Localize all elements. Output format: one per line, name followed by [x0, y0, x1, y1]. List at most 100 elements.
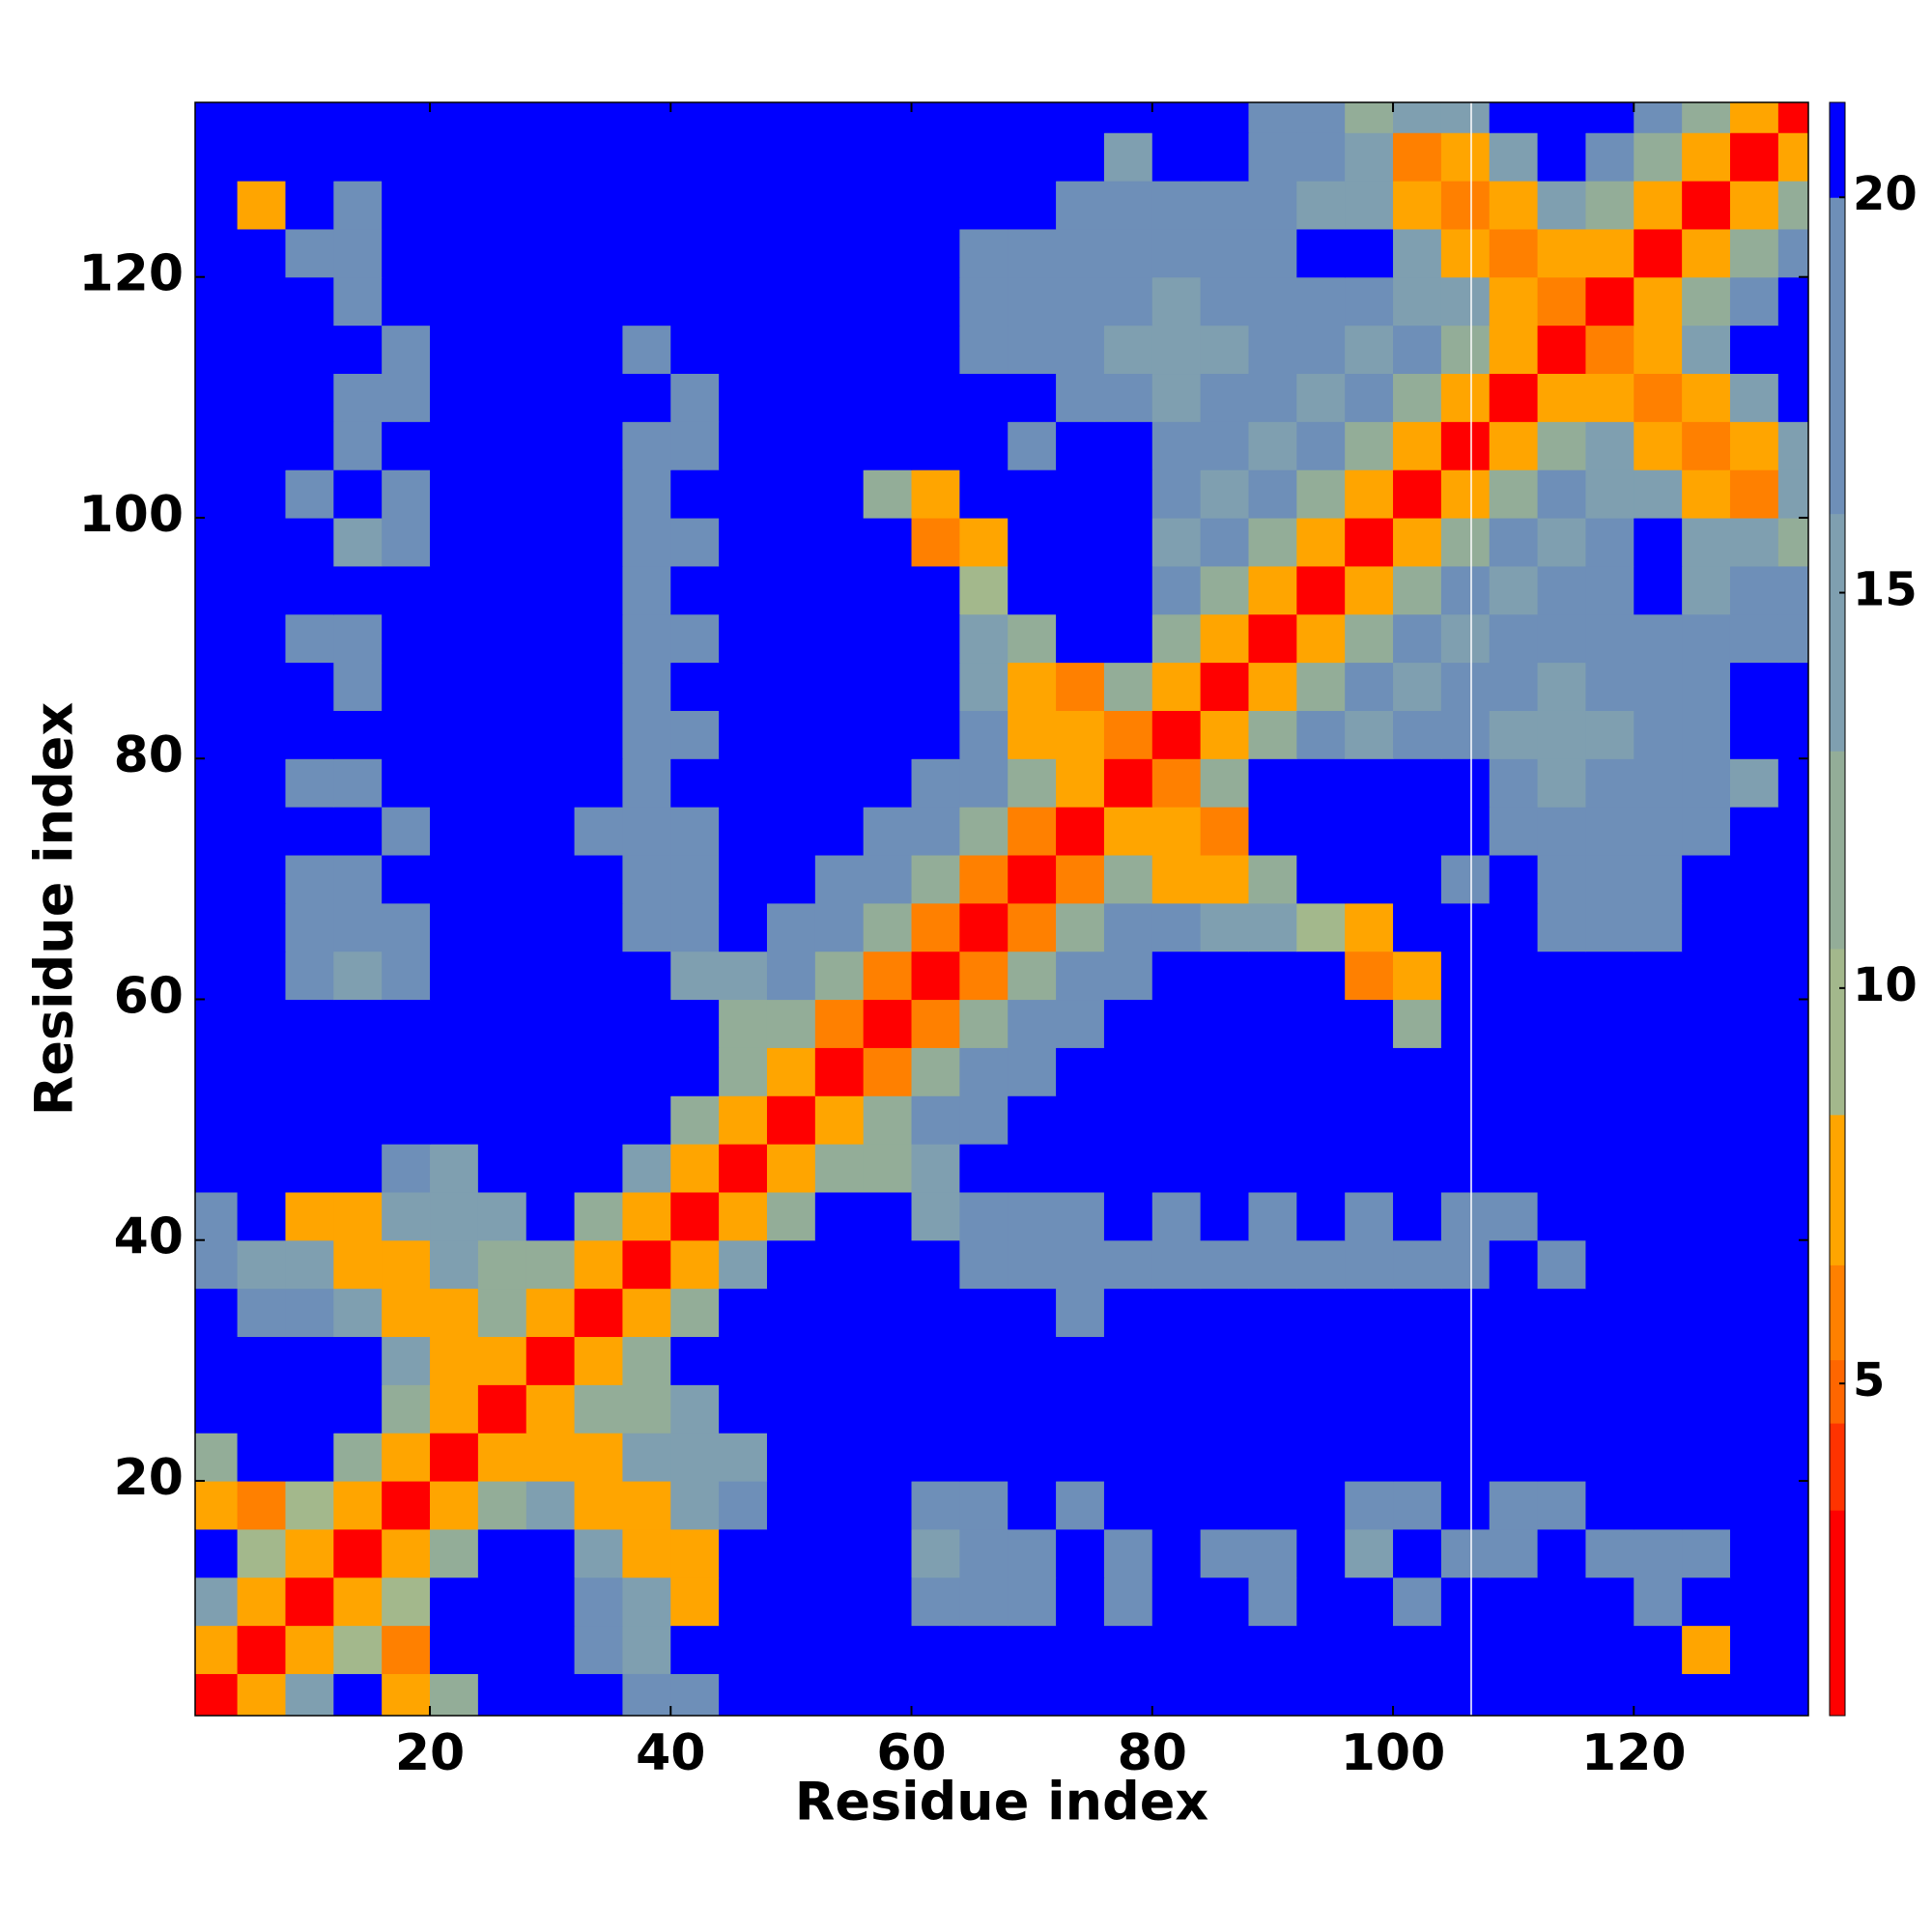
heatmap-cell — [382, 1528, 431, 1578]
heatmap-cell — [333, 325, 383, 375]
heatmap-cell — [911, 1433, 960, 1482]
heatmap-cell — [1296, 132, 1346, 182]
heatmap-cell — [1393, 613, 1442, 664]
x-axis-label: Residue index — [795, 1772, 1209, 1833]
colorbar-segment — [1830, 102, 1845, 198]
heatmap-cell — [237, 132, 287, 182]
heatmap-cell — [959, 325, 1009, 375]
heatmap-cell — [1296, 1625, 1346, 1674]
heatmap-cell — [1200, 1288, 1250, 1338]
heatmap-cell — [382, 373, 431, 422]
heatmap-cell — [195, 276, 239, 327]
heatmap-cell — [195, 999, 239, 1048]
heatmap-cell — [382, 854, 431, 904]
heatmap-cell — [526, 807, 576, 856]
heatmap-cell — [1393, 902, 1442, 952]
heatmap-cell — [1008, 1577, 1057, 1627]
heatmap-cell — [911, 1144, 960, 1193]
heatmap-cell — [1008, 999, 1057, 1048]
heatmap-cell — [1682, 1095, 1731, 1145]
heatmap-cell — [237, 373, 287, 422]
heatmap-cell — [1200, 1480, 1250, 1530]
heatmap-cell — [1103, 517, 1153, 567]
heatmap-cell — [1729, 999, 1779, 1048]
heatmap-cell — [333, 999, 383, 1048]
heatmap-cell — [574, 662, 624, 711]
heatmap-cell — [1777, 854, 1808, 904]
heatmap-cell — [574, 132, 624, 182]
heatmap-cell — [285, 1528, 334, 1578]
heatmap-cell — [670, 902, 720, 952]
heatmap-cell — [1682, 1625, 1731, 1674]
heatmap-cell — [1151, 517, 1202, 567]
heatmap-cell — [1440, 276, 1491, 327]
heatmap-cell — [1634, 1095, 1683, 1145]
heatmap-cell — [1537, 1625, 1587, 1674]
heatmap-cell — [1056, 276, 1105, 327]
heatmap-cell — [1103, 662, 1153, 711]
heatmap-cell — [1248, 758, 1297, 808]
heatmap-cell — [237, 758, 287, 808]
heatmap-cell — [622, 1625, 671, 1674]
heatmap-cell — [1682, 1528, 1731, 1578]
heatmap-cell — [333, 613, 383, 664]
heatmap-cell — [1440, 132, 1491, 182]
heatmap-cell — [526, 1239, 576, 1290]
heatmap-cell — [333, 1480, 383, 1530]
heatmap-cell — [670, 662, 720, 711]
heatmap-cell — [1777, 662, 1808, 711]
heatmap-cell — [285, 325, 334, 375]
heatmap-cell — [1585, 469, 1634, 519]
heatmap-cell — [1056, 758, 1105, 808]
heatmap-cell — [1393, 807, 1442, 856]
heatmap-cell — [719, 373, 768, 422]
heatmap-cell — [195, 1577, 239, 1627]
heatmap-cell — [911, 1528, 960, 1578]
heatmap-cell — [1345, 1144, 1394, 1193]
heatmap-cell — [1393, 1191, 1442, 1241]
heatmap-cell — [1248, 517, 1297, 567]
heatmap-cell — [1056, 228, 1105, 278]
y-tick-label: 100 — [78, 486, 184, 544]
heatmap-cell — [1151, 1144, 1202, 1193]
heatmap-cell — [1393, 325, 1442, 375]
heatmap-cell — [574, 999, 624, 1048]
heatmap-cell — [382, 1433, 431, 1482]
heatmap-cell — [477, 807, 527, 856]
heatmap-cell — [1056, 613, 1105, 664]
heatmap-cell — [959, 710, 1009, 759]
heatmap-cell — [863, 1528, 913, 1578]
heatmap-cell — [1585, 710, 1634, 759]
heatmap-cell — [574, 565, 624, 615]
heatmap-cell — [1393, 1288, 1442, 1338]
colorbar-segment — [1830, 1359, 1845, 1424]
heatmap-cell — [863, 613, 913, 664]
heatmap-cell — [477, 1480, 527, 1530]
heatmap-cell — [1777, 517, 1808, 567]
heatmap-cell — [195, 662, 239, 711]
heatmap-cell — [382, 1336, 431, 1385]
heatmap-cell — [477, 132, 527, 182]
heatmap-cell — [382, 758, 431, 808]
heatmap-cell — [1634, 102, 1683, 133]
heatmap-cell — [863, 469, 913, 519]
heatmap-cell — [622, 1528, 671, 1578]
heatmap-cell — [622, 132, 671, 182]
heatmap-cell — [237, 1095, 287, 1145]
heatmap-cell — [1103, 421, 1153, 470]
heatmap-cell — [1585, 1480, 1634, 1530]
heatmap-cell — [1634, 1047, 1683, 1096]
heatmap-cell — [1200, 1336, 1250, 1385]
heatmap-cell — [1200, 854, 1250, 904]
heatmap-cell — [1103, 1480, 1153, 1530]
heatmap-cell — [526, 132, 576, 182]
heatmap-cell — [285, 517, 334, 567]
heatmap-cell — [477, 565, 527, 615]
heatmap-cell — [622, 902, 671, 952]
heatmap-cell — [382, 613, 431, 664]
heatmap-cell — [670, 1336, 720, 1385]
heatmap-cell — [1634, 517, 1683, 567]
heatmap-cell — [1056, 1288, 1105, 1338]
heatmap-cell — [1248, 1336, 1297, 1385]
heatmap-cell — [863, 517, 913, 567]
